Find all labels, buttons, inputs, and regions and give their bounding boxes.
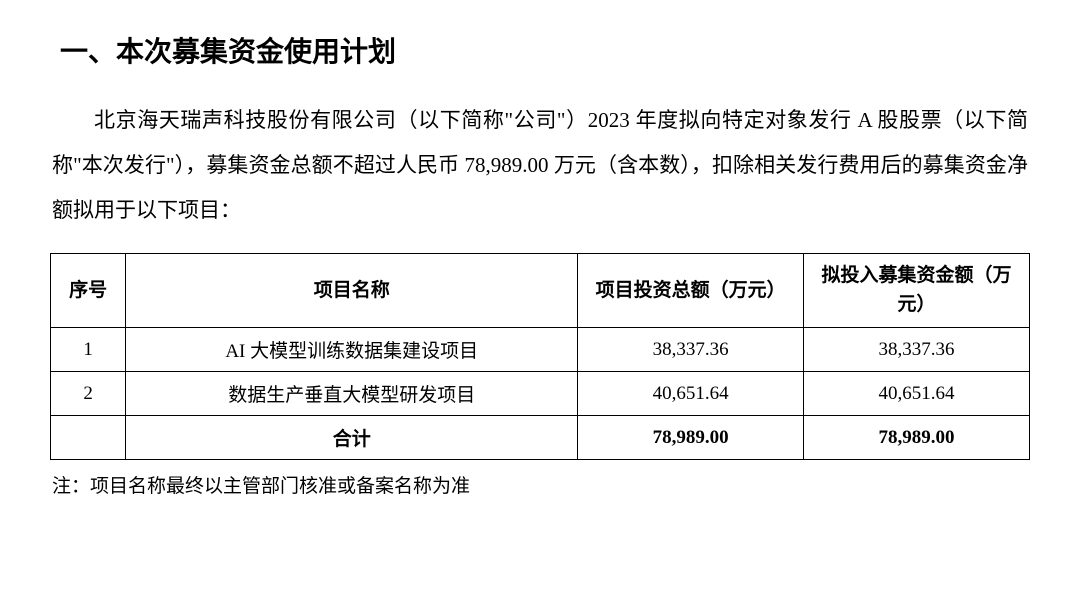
table-row: 2 数据生产垂直大模型研发项目 40,651.64 40,651.64 (51, 372, 1030, 416)
cell-seq: 2 (51, 372, 126, 416)
cell-total-sum: 78,989.00 (578, 416, 804, 460)
intro-paragraph: 北京海天瑞声科技股份有限公司（以下简称"公司"）2023 年度拟向特定对象发行 … (50, 98, 1030, 233)
col-header-seq: 序号 (51, 254, 126, 328)
cell-name: AI 大模型训练数据集建设项目 (126, 328, 578, 372)
table-total-row: 合计 78,989.00 78,989.00 (51, 416, 1030, 460)
col-header-name: 项目名称 (126, 254, 578, 328)
cell-raised: 38,337.36 (804, 328, 1030, 372)
cell-total: 40,651.64 (578, 372, 804, 416)
cell-raised: 40,651.64 (804, 372, 1030, 416)
cell-seq: 1 (51, 328, 126, 372)
table-row: 1 AI 大模型训练数据集建设项目 38,337.36 38,337.36 (51, 328, 1030, 372)
funding-table: 序号 项目名称 项目投资总额（万元） 拟投入募集资金额（万元） 1 AI 大模型… (50, 253, 1030, 460)
cell-name: 数据生产垂直大模型研发项目 (126, 372, 578, 416)
cell-raised-sum: 78,989.00 (804, 416, 1030, 460)
col-header-raised: 拟投入募集资金额（万元） (804, 254, 1030, 328)
table-header-row: 序号 项目名称 项目投资总额（万元） 拟投入募集资金额（万元） (51, 254, 1030, 328)
section-title: 一、本次募集资金使用计划 (60, 30, 1030, 70)
cell-total: 38,337.36 (578, 328, 804, 372)
col-header-total: 项目投资总额（万元） (578, 254, 804, 328)
cell-total-label: 合计 (126, 416, 578, 460)
table-footnote: 注：项目名称最终以主管部门核准或备案名称为准 (50, 472, 1030, 502)
cell-total-blank (51, 416, 126, 460)
